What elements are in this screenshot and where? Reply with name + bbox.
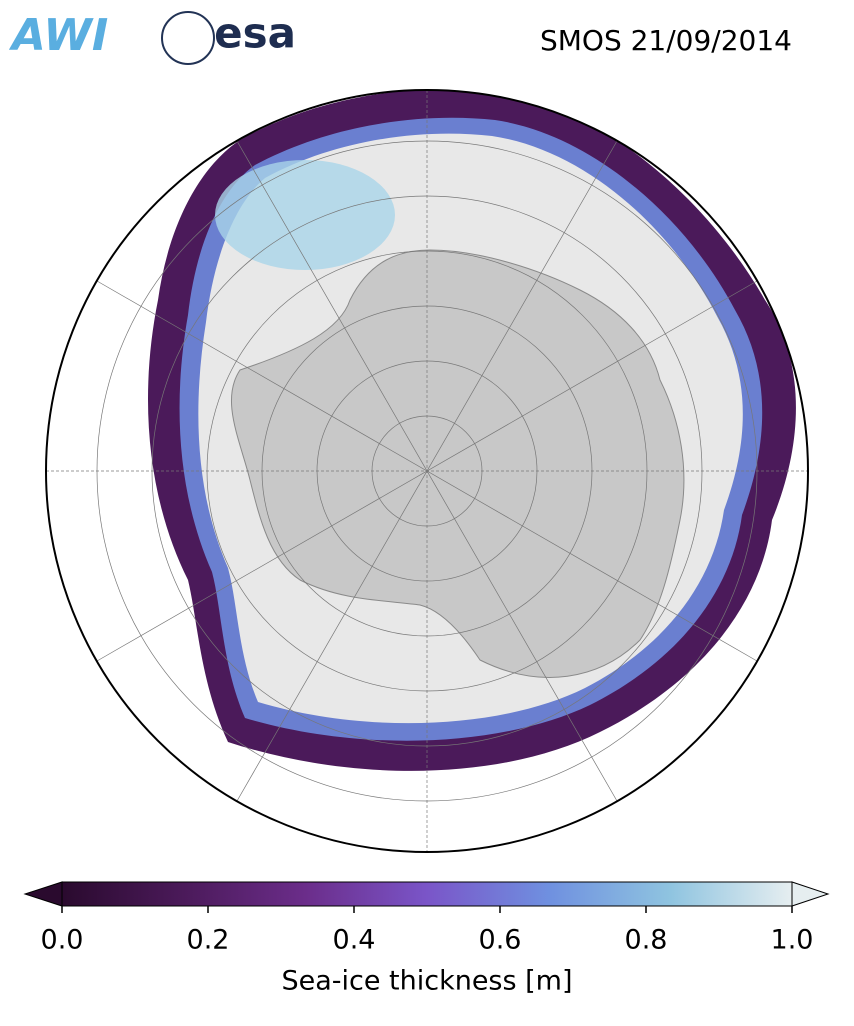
graticule [46, 90, 808, 852]
colorbar-label: Sea-ice thickness [m] [281, 966, 572, 997]
map-frame [45, 89, 809, 853]
colorbar-tick-label: 0.6 [479, 925, 522, 956]
colorbar-tick-label: 0.2 [187, 925, 230, 956]
colorbar-tick-label: 0.0 [41, 925, 84, 956]
map-area [46, 90, 808, 852]
thick-ice [215, 160, 395, 270]
map-title: SMOS 21/09/2014 [540, 24, 792, 57]
colorbar-tick-label: 0.8 [625, 925, 668, 956]
esa-emblem [161, 11, 215, 65]
colorbar-extend-high [791, 881, 830, 907]
colorbar-extend-low [23, 881, 63, 907]
colorbar-tick-label: 1.0 [771, 925, 814, 956]
colorbar-tick-label: 0.4 [333, 925, 376, 956]
colorbar [61, 881, 793, 907]
esa-logo: esa [214, 9, 296, 58]
awi-logo: AWI [9, 10, 109, 61]
